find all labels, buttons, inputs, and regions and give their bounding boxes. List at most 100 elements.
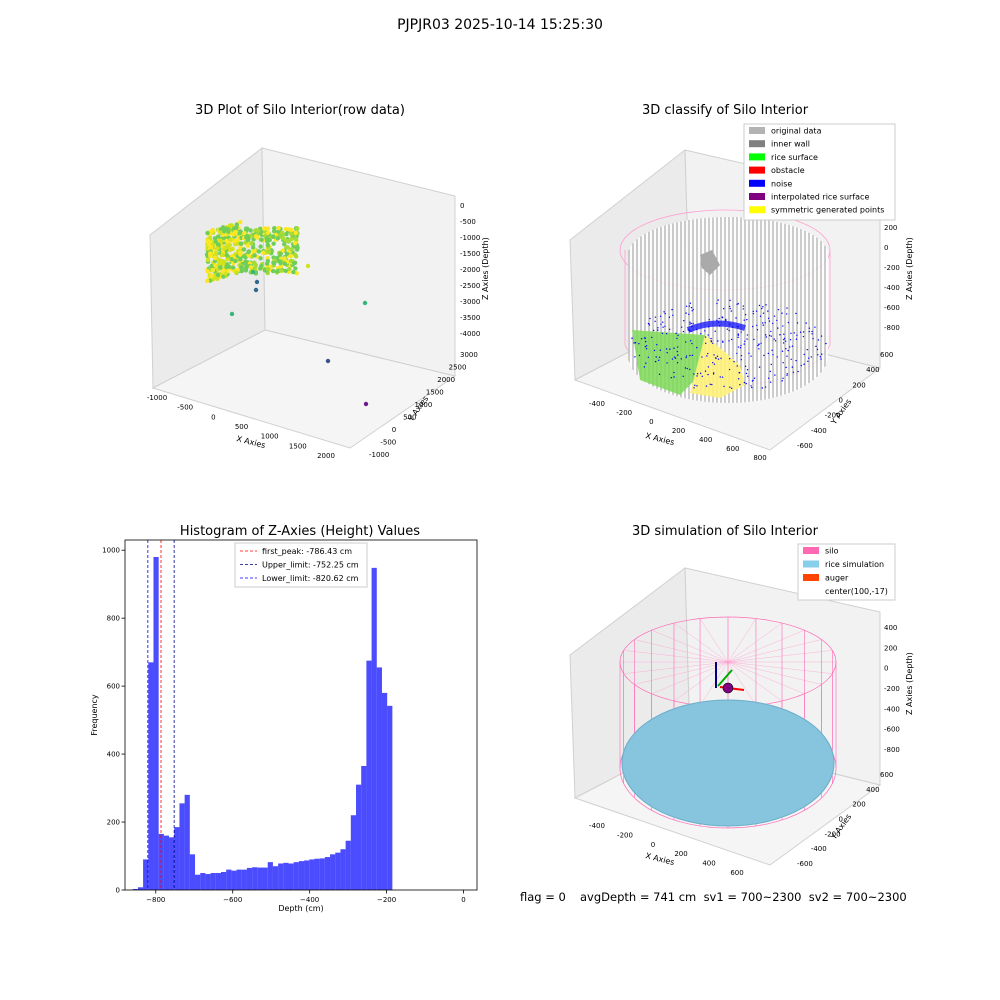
classify-x-tick-label: 0 <box>649 418 653 426</box>
classify-noise-point <box>723 385 725 388</box>
classify-noise-point <box>647 356 650 358</box>
raw-point <box>224 264 229 270</box>
raw-point <box>271 228 277 234</box>
classify-noise-point <box>701 356 703 358</box>
raw-floor-pane <box>151 329 457 449</box>
classify-noise-point <box>744 313 747 316</box>
raw-point <box>231 232 236 237</box>
classify-z-tick-label: -600 <box>884 304 900 312</box>
raw-point <box>205 257 211 263</box>
classify-noise-point <box>750 355 752 357</box>
simulation-silo-spoke <box>623 661 729 674</box>
histogram-legend-label: Lower_limit: -820.62 cm <box>262 574 359 583</box>
raw-point <box>271 234 276 240</box>
raw-point <box>294 271 299 276</box>
classify-noise-point <box>730 387 733 390</box>
classify-noise-point <box>745 372 748 375</box>
raw-point <box>265 242 271 248</box>
classify-noise-point <box>737 334 740 336</box>
classify-noise-point <box>779 334 781 336</box>
simulation-plot-title: 3D simulation of Silo Interior <box>632 524 818 539</box>
classify-noise-point <box>705 342 707 345</box>
classify-noise-point <box>792 371 795 374</box>
raw-ticks: -1000 -500 0 500 1000 1500 2000 -1000 -500 0 500 10… <box>147 202 481 460</box>
classify-noise-point <box>685 355 688 357</box>
classify-noise-point <box>722 307 725 310</box>
histogram-bar <box>309 859 315 890</box>
raw-point <box>209 244 214 250</box>
classify-noise-point <box>704 330 706 332</box>
classify-noise-point <box>743 343 745 345</box>
simulation-y-tick-label: 400 <box>866 786 879 794</box>
raw-point <box>258 244 263 249</box>
classify-noise-point <box>687 329 689 331</box>
classify-noise-point <box>689 354 691 357</box>
raw-point <box>251 237 256 242</box>
classify-noise-point <box>705 385 708 387</box>
classify-noise-point <box>774 374 776 376</box>
histogram-bar <box>314 858 320 890</box>
histogram-bar <box>220 871 227 890</box>
classify-noise-point <box>744 340 746 342</box>
classify-y-tick-label: 600 <box>880 351 893 359</box>
histogram-bar <box>200 873 206 890</box>
raw-point <box>259 263 264 269</box>
classify-y-tick-label: 400 <box>866 366 879 374</box>
classify-noise-point <box>709 383 712 385</box>
classify-noise-point <box>725 320 727 322</box>
simulation-x-tick-label: 600 <box>730 869 743 877</box>
classify-noise-point <box>654 316 657 318</box>
classify-noise-point <box>817 354 819 356</box>
raw-point <box>282 256 287 261</box>
classify-y-tick-label: -400 <box>811 427 827 435</box>
raw-x-tick-label: 1000 <box>261 433 279 441</box>
raw-point <box>294 247 300 252</box>
classify-noise-point <box>784 340 787 342</box>
classify-noise-point <box>690 330 692 333</box>
raw-point <box>229 223 234 228</box>
classify-noise-point <box>814 326 816 328</box>
classify-noise-point <box>633 342 635 344</box>
classify-noise-point <box>738 371 741 374</box>
simulation-silo-spoke <box>727 661 833 674</box>
classify-noise-point <box>790 358 792 360</box>
raw-point <box>226 229 231 234</box>
classify-noise-point <box>680 358 682 360</box>
simulation-silo-spoke <box>634 661 729 685</box>
classify-noise-point <box>768 334 771 337</box>
raw-point <box>362 300 368 306</box>
classify-noise-point <box>674 357 677 359</box>
classify-noise-point <box>777 308 780 311</box>
histogram-bar <box>189 854 196 890</box>
raw-point <box>245 243 251 248</box>
raw-point <box>220 252 225 258</box>
raw-x-tick-label: 500 <box>235 423 248 431</box>
raw-y-tick-label: 0 <box>392 426 396 434</box>
raw-point <box>270 268 276 274</box>
simulation-y-tick-label: 600 <box>880 771 893 779</box>
raw-point <box>293 230 299 236</box>
raw-point <box>233 258 238 264</box>
classify-noise-point <box>763 354 765 357</box>
classify-noise-point <box>776 319 778 322</box>
simulation-x-tick-label: -200 <box>617 831 633 839</box>
classify-noise-point <box>713 363 716 365</box>
classify-noise-point <box>742 305 745 307</box>
raw-point <box>293 237 299 242</box>
classify-noise-point <box>671 358 674 360</box>
classify-noise-point <box>789 346 791 348</box>
classify-noise-point <box>764 321 766 324</box>
classify-noise-point <box>654 360 657 363</box>
classify-noise-point <box>638 342 640 345</box>
raw-z-tick-label: -1500 <box>460 250 480 258</box>
simulation-z-tick-label: 200 <box>884 644 897 652</box>
classify-noise-point <box>715 357 717 360</box>
raw-point <box>293 266 298 271</box>
classify-noise-point <box>676 337 678 340</box>
raw-point <box>286 238 292 244</box>
classify-noise-point <box>795 359 797 362</box>
classify-noise-point <box>782 342 785 344</box>
histogram-bar <box>278 863 284 890</box>
classify-noise-point <box>797 370 799 373</box>
raw-plot-title: 3D Plot of Silo Interior(row data) <box>195 103 405 118</box>
